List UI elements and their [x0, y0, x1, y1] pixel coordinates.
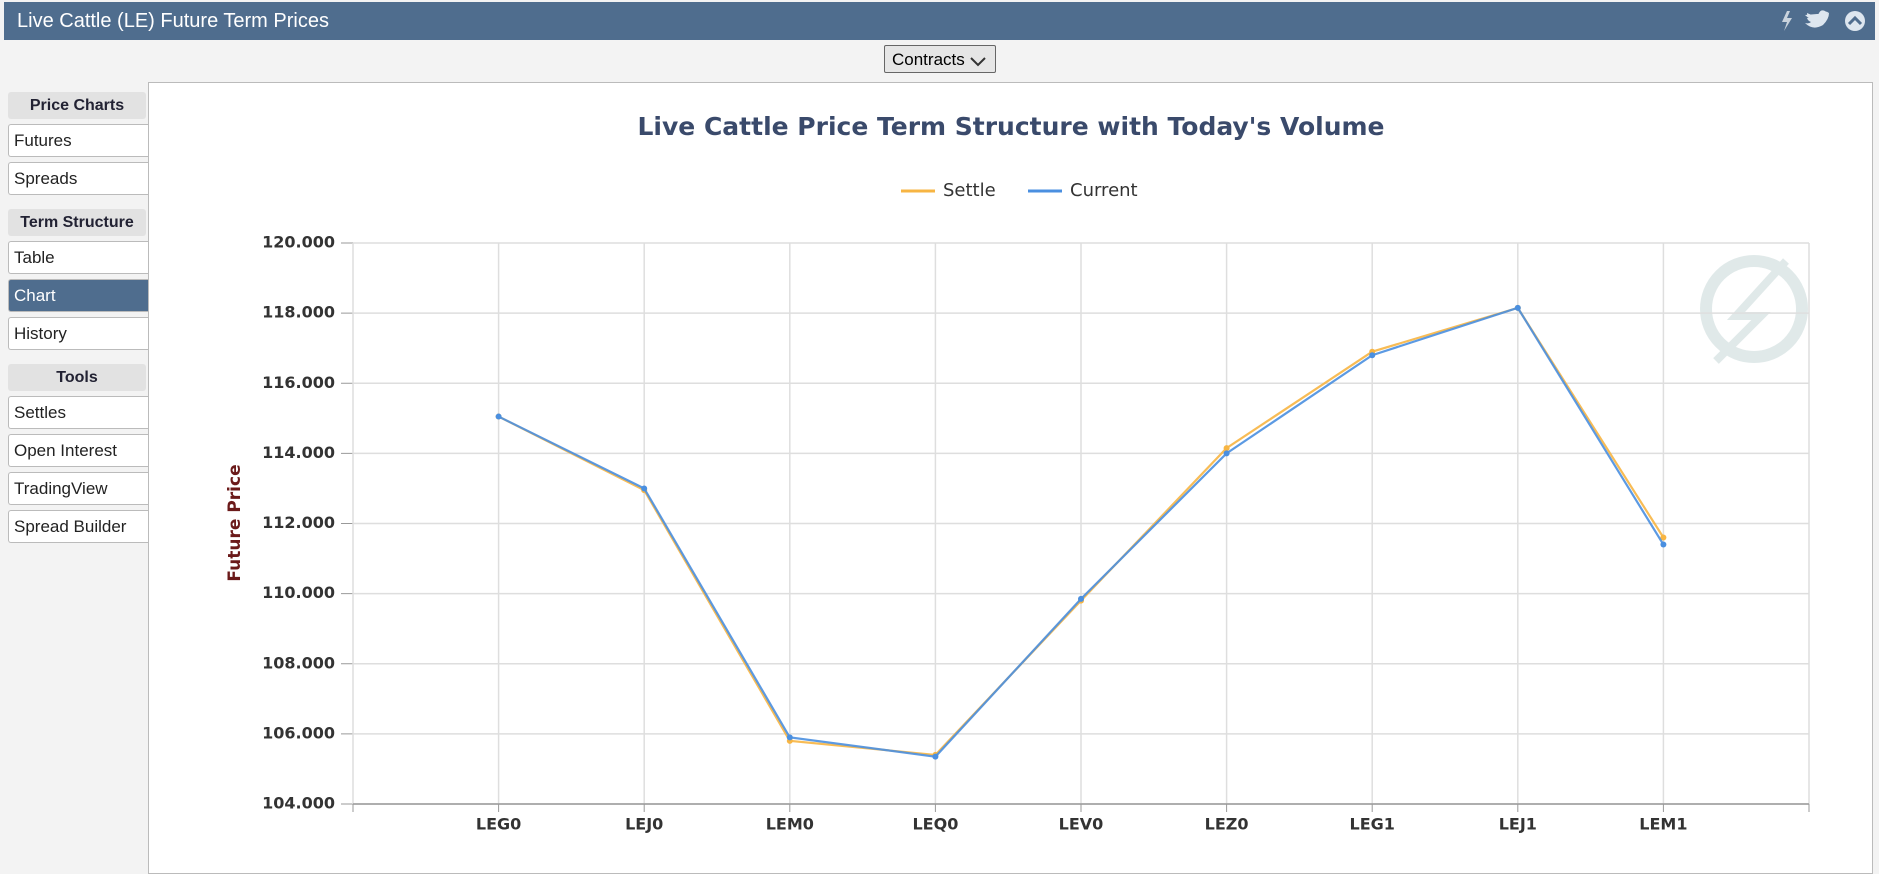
data-point	[1514, 304, 1521, 311]
sidebar-item[interactable]: Chart	[8, 279, 150, 312]
data-point	[932, 753, 939, 760]
x-tick-label: LEG0	[476, 815, 521, 834]
sidebar-item[interactable]: Open Interest	[8, 434, 150, 467]
data-point	[1660, 534, 1667, 541]
data-point	[1660, 541, 1667, 548]
x-tick-label: LEM1	[1639, 815, 1687, 834]
data-point	[495, 413, 502, 420]
sidebar-group: Price Charts Futures Spreads	[8, 92, 150, 195]
header-icons	[1782, 10, 1865, 31]
sidebar-heading: Term Structure	[8, 209, 146, 236]
sidebar-item[interactable]: Settles	[8, 396, 150, 429]
sidebar-group: Term Structure Table Chart History	[8, 209, 150, 350]
sidebar-heading: Price Charts	[8, 92, 146, 119]
sidebar-group: Tools Settles Open Interest TradingView Spre…	[8, 364, 150, 543]
y-tick-label: 116.000	[262, 373, 335, 392]
dropdown-arrow	[970, 57, 986, 67]
data-point	[1369, 352, 1376, 359]
chart-title: Live Cattle Price Term Structure with To…	[638, 112, 1385, 141]
chart: Live Cattle Price Term Structure with To…	[225, 112, 1810, 834]
sidebar: Price Charts Futures Spreads Term Structure…	[8, 92, 150, 557]
x-tick-label: LEJ1	[1499, 815, 1537, 834]
x-tick-label: LEQ0	[912, 815, 958, 834]
data-point	[1223, 445, 1230, 452]
sidebar-item[interactable]: History	[8, 317, 150, 350]
data-point	[786, 734, 793, 741]
watermark	[1700, 255, 1808, 364]
legend-label: Settle	[943, 180, 996, 201]
sidebar-item[interactable]: Spreads	[8, 162, 150, 195]
y-tick-label: 110.000	[262, 583, 335, 602]
header-title: Live Cattle (LE) Future Term Prices	[17, 10, 329, 32]
y-axis-label: Future Price	[225, 464, 245, 581]
data-point	[1223, 450, 1230, 457]
sidebar-item[interactable]: Futures	[8, 124, 150, 157]
chart-panel: Live Cattle Price Term Structure with To…	[148, 82, 1873, 874]
y-tick-label: 108.000	[262, 653, 335, 672]
contracts-button[interactable]: Contracts	[884, 45, 996, 73]
flash-icon[interactable]	[1782, 11, 1792, 31]
y-tick-label: 106.000	[262, 723, 335, 742]
data-point	[1078, 595, 1084, 602]
data-point	[641, 485, 648, 492]
legend-label: Current	[1070, 180, 1138, 201]
sidebar-item[interactable]: Table	[8, 241, 150, 274]
y-tick-label: 114.000	[262, 443, 335, 462]
x-tick-label: LEG1	[1350, 815, 1395, 834]
x-tick-label: LEZ0	[1205, 815, 1249, 834]
collapse-arrow	[1847, 15, 1863, 26]
collapse-icon[interactable]	[1845, 11, 1865, 31]
header: Live Cattle (LE) Future Term Prices	[4, 2, 1875, 40]
contracts-label: Contracts	[892, 50, 965, 69]
x-tick-label: LEJ0	[625, 815, 663, 834]
x-tick-label: LEM0	[766, 815, 814, 834]
sidebar-item[interactable]: TradingView	[8, 472, 150, 505]
y-tick-label: 118.000	[262, 303, 335, 322]
twitter-icon[interactable]	[1805, 10, 1829, 28]
x-tick-label: LEV0	[1059, 815, 1104, 834]
sidebar-item[interactable]: Spread Builder	[8, 510, 150, 543]
y-tick-label: 112.000	[262, 513, 335, 532]
sidebar-heading: Tools	[8, 364, 146, 391]
y-tick-label: 120.000	[262, 233, 335, 252]
y-tick-label: 104.000	[262, 794, 335, 813]
